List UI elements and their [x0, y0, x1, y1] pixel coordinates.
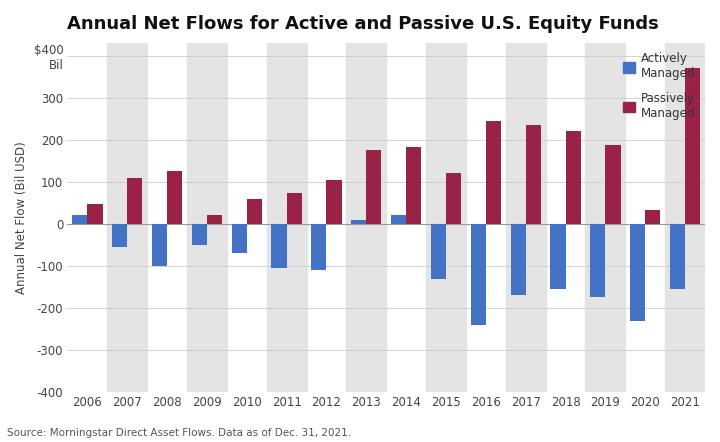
Bar [192, 224, 207, 245]
Bar [665, 43, 705, 392]
Bar [505, 43, 546, 392]
Bar [266, 43, 307, 392]
Bar [72, 215, 87, 224]
Bar [107, 43, 147, 392]
Bar [471, 224, 486, 325]
Bar [207, 214, 222, 224]
Text: Annual Net Flows for Active and Passive U.S. Equity Funds: Annual Net Flows for Active and Passive … [68, 15, 660, 33]
Text: Source: Morningstar Direct Asset Flows. Data as of Dec. 31, 2021.: Source: Morningstar Direct Asset Flows. … [7, 427, 351, 438]
Bar [685, 68, 701, 224]
Bar [406, 147, 421, 224]
Bar [326, 180, 341, 224]
Bar [287, 193, 302, 224]
Bar [550, 224, 565, 289]
Bar [346, 43, 386, 392]
Bar [391, 215, 406, 224]
Legend: Actively
Managed, Passively
Managed: Actively Managed, Passively Managed [620, 49, 699, 124]
Bar [127, 179, 143, 224]
Bar [187, 43, 227, 392]
Bar [431, 224, 446, 278]
Bar [426, 43, 466, 392]
Bar [366, 150, 382, 224]
Bar [510, 224, 526, 295]
Bar [112, 224, 127, 247]
Bar [271, 224, 287, 268]
Y-axis label: Annual Net Flow (Bil USD): Annual Net Flow (Bil USD) [15, 141, 28, 294]
Bar [311, 224, 326, 270]
Bar [526, 125, 541, 224]
Bar [351, 220, 366, 224]
Bar [167, 171, 182, 224]
Bar [645, 210, 660, 224]
Bar [630, 224, 645, 320]
Bar [87, 204, 102, 224]
Bar [446, 173, 461, 224]
Bar [565, 131, 581, 224]
Bar [670, 224, 685, 289]
Bar [590, 224, 606, 297]
Bar [486, 121, 501, 224]
Bar [585, 43, 625, 392]
Bar [232, 224, 247, 253]
Bar [152, 224, 167, 266]
Bar [606, 145, 621, 224]
Bar [247, 199, 262, 224]
